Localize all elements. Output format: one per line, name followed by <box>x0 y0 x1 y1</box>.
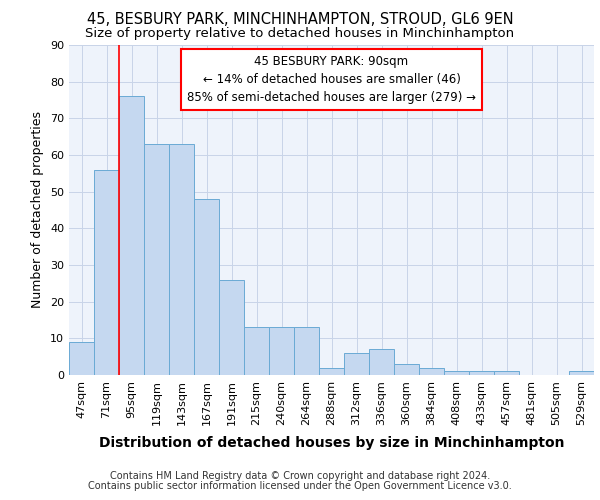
Bar <box>119 96 144 375</box>
Bar <box>219 280 244 375</box>
Bar <box>69 342 94 375</box>
Bar <box>444 372 469 375</box>
Text: Contains HM Land Registry data © Crown copyright and database right 2024.: Contains HM Land Registry data © Crown c… <box>110 471 490 481</box>
Bar <box>244 328 269 375</box>
Bar <box>269 328 294 375</box>
Bar <box>194 199 219 375</box>
Bar <box>144 144 169 375</box>
Bar <box>319 368 344 375</box>
Bar <box>294 328 319 375</box>
Bar <box>369 350 394 375</box>
Text: 45 BESBURY PARK: 90sqm
← 14% of detached houses are smaller (46)
85% of semi-det: 45 BESBURY PARK: 90sqm ← 14% of detached… <box>187 55 476 104</box>
X-axis label: Distribution of detached houses by size in Minchinhampton: Distribution of detached houses by size … <box>99 436 564 450</box>
Bar <box>94 170 119 375</box>
Y-axis label: Number of detached properties: Number of detached properties <box>31 112 44 308</box>
Text: 45, BESBURY PARK, MINCHINHAMPTON, STROUD, GL6 9EN: 45, BESBURY PARK, MINCHINHAMPTON, STROUD… <box>86 12 514 28</box>
Bar <box>569 372 594 375</box>
Bar <box>494 372 519 375</box>
Bar <box>469 372 494 375</box>
Text: Size of property relative to detached houses in Minchinhampton: Size of property relative to detached ho… <box>85 28 515 40</box>
Bar <box>344 353 369 375</box>
Text: Contains public sector information licensed under the Open Government Licence v3: Contains public sector information licen… <box>88 481 512 491</box>
Bar <box>394 364 419 375</box>
Bar <box>169 144 194 375</box>
Bar <box>419 368 444 375</box>
